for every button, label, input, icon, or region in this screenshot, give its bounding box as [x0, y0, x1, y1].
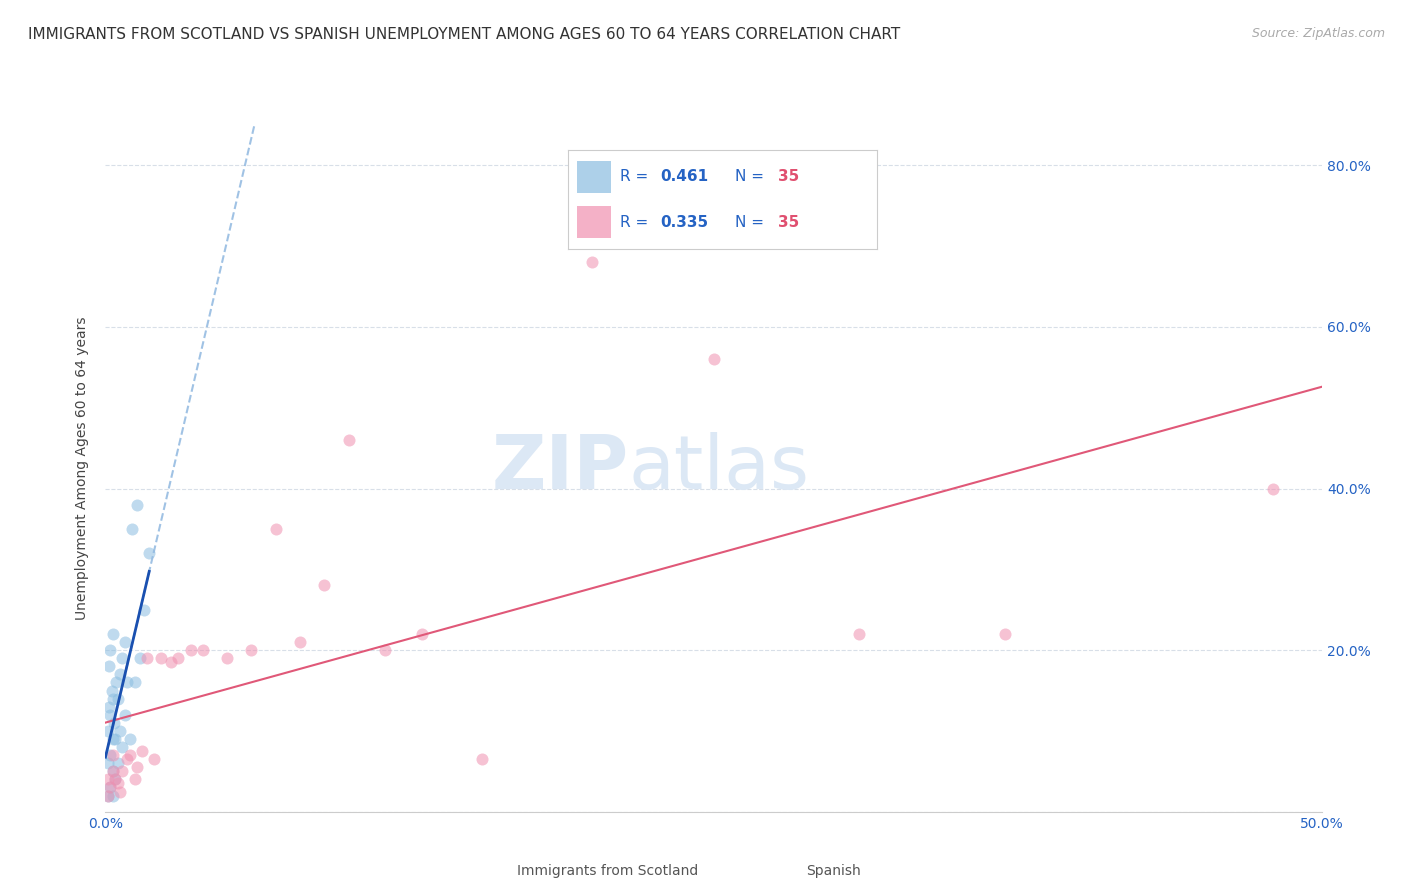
Text: N =: N =: [735, 214, 769, 229]
Bar: [576, 206, 612, 238]
Point: [411, 627, 433, 641]
Text: N =: N =: [735, 169, 769, 185]
Point: [1261, 482, 1284, 496]
Point: [167, 651, 190, 665]
Point: [117, 752, 139, 766]
Point: [131, 744, 153, 758]
Point: [118, 731, 141, 746]
Text: atlas: atlas: [628, 432, 810, 505]
Point: [114, 635, 136, 649]
Point: [124, 675, 146, 690]
Point: [702, 352, 725, 367]
Text: 35: 35: [778, 169, 799, 185]
Point: [97, 789, 120, 803]
Point: [101, 764, 124, 779]
Point: [125, 498, 148, 512]
Point: [104, 772, 127, 787]
Point: [143, 752, 166, 766]
Point: [98, 780, 121, 795]
Point: [134, 603, 156, 617]
Point: [97, 789, 120, 803]
Point: [471, 752, 494, 766]
Point: [98, 707, 121, 722]
Point: [98, 659, 121, 673]
Point: [108, 784, 131, 798]
Point: [114, 707, 136, 722]
Text: Spanish: Spanish: [806, 864, 860, 879]
Text: Source: ZipAtlas.com: Source: ZipAtlas.com: [1251, 27, 1385, 40]
Point: [98, 643, 121, 657]
Point: [97, 756, 120, 771]
Point: [97, 723, 120, 738]
Point: [581, 255, 603, 269]
Point: [111, 764, 134, 779]
Point: [160, 655, 183, 669]
Point: [374, 643, 396, 657]
Text: ZIP: ZIP: [491, 432, 628, 505]
Point: [124, 772, 146, 787]
Point: [150, 651, 173, 665]
Point: [107, 691, 129, 706]
Point: [101, 789, 124, 803]
Point: [288, 635, 311, 649]
Point: [98, 748, 121, 763]
Point: [128, 651, 150, 665]
Point: [191, 643, 214, 657]
Point: [107, 776, 129, 790]
Point: [104, 772, 127, 787]
Point: [217, 651, 239, 665]
Point: [111, 651, 134, 665]
Point: [100, 683, 122, 698]
Point: [117, 675, 139, 690]
Point: [105, 675, 128, 690]
Point: [107, 756, 129, 771]
Point: [125, 760, 148, 774]
Point: [994, 627, 1017, 641]
Point: [98, 780, 121, 795]
Text: Immigrants from Scotland: Immigrants from Scotland: [517, 864, 699, 879]
Text: IMMIGRANTS FROM SCOTLAND VS SPANISH UNEMPLOYMENT AMONG AGES 60 TO 64 YEARS CORRE: IMMIGRANTS FROM SCOTLAND VS SPANISH UNEM…: [28, 27, 900, 42]
Text: 35: 35: [778, 214, 799, 229]
Point: [108, 667, 131, 681]
Point: [138, 546, 160, 560]
Point: [101, 731, 124, 746]
Point: [101, 627, 124, 641]
Point: [111, 740, 134, 755]
Point: [108, 723, 131, 738]
Text: 0.335: 0.335: [661, 214, 709, 229]
Point: [337, 433, 360, 447]
Point: [135, 651, 157, 665]
Bar: [576, 161, 612, 193]
Point: [98, 699, 121, 714]
Point: [848, 627, 870, 641]
Point: [240, 643, 263, 657]
Text: 0.461: 0.461: [661, 169, 709, 185]
Point: [264, 522, 287, 536]
Text: R =: R =: [620, 169, 654, 185]
Point: [314, 578, 336, 592]
Point: [104, 731, 127, 746]
Point: [101, 691, 124, 706]
Point: [180, 643, 202, 657]
Point: [121, 522, 143, 536]
Point: [103, 715, 125, 730]
Point: [97, 772, 120, 787]
Point: [101, 748, 124, 763]
Y-axis label: Unemployment Among Ages 60 to 64 years: Unemployment Among Ages 60 to 64 years: [76, 317, 90, 620]
Point: [118, 748, 141, 763]
Text: R =: R =: [620, 214, 654, 229]
Point: [101, 764, 124, 779]
